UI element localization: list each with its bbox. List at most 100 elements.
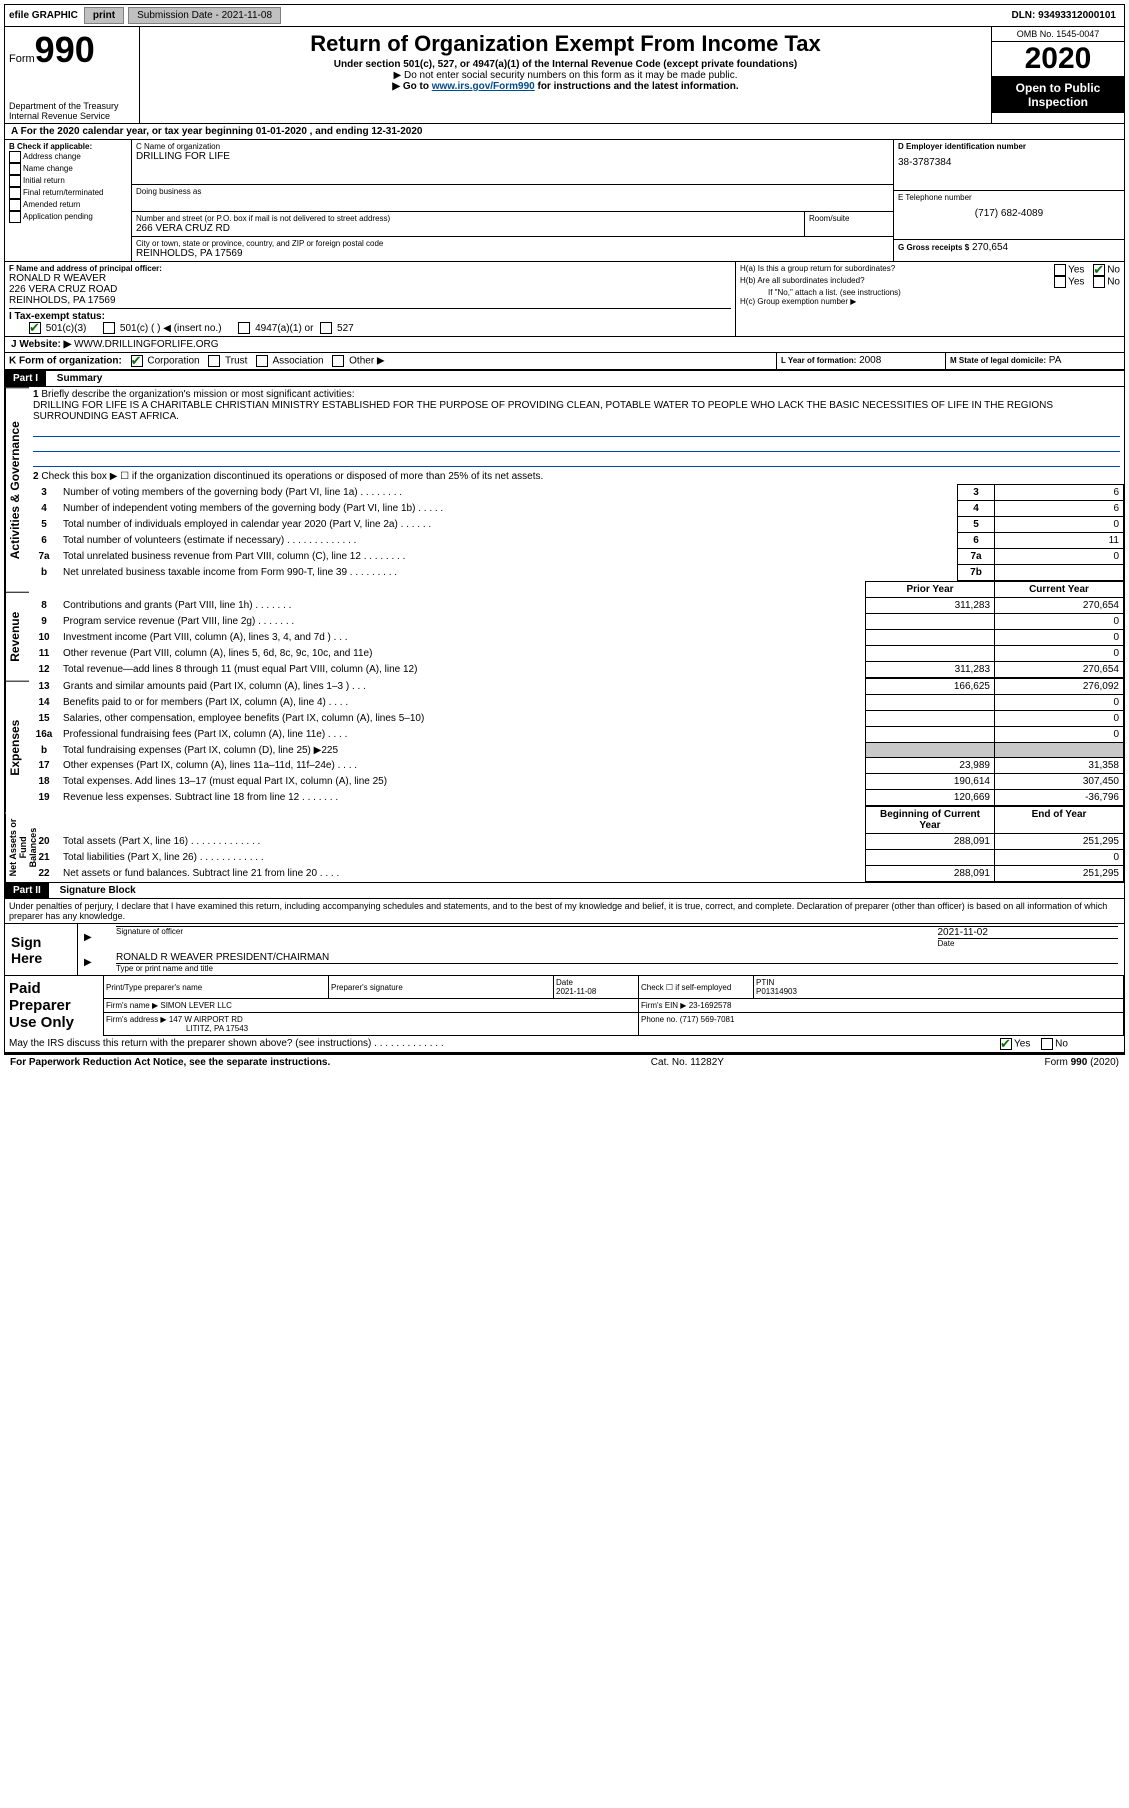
chk-ha-yes[interactable] (1054, 264, 1066, 276)
chk-corp[interactable] (131, 355, 143, 367)
print-button[interactable]: print (84, 7, 124, 24)
chk-4947[interactable] (238, 322, 250, 334)
sign-here-table: Sign Here ▶ Signature of officer 2021-11… (5, 924, 1124, 975)
chk-final-return[interactable] (9, 187, 21, 199)
phone-label: Phone no. (641, 1015, 677, 1024)
q1-block: 1 Briefly describe the organization's mi… (29, 387, 1124, 469)
row-label: Salaries, other compensation, employee b… (59, 711, 866, 727)
row-val: 0 (995, 517, 1124, 533)
firm-ein-value: 23-1692578 (689, 1001, 732, 1010)
table-row: 19 Revenue less expenses. Subtract line … (29, 790, 1124, 806)
row-num: 14 (29, 695, 59, 711)
box-i: I Tax-exempt status: 501(c)(3) 501(c) ( … (9, 308, 731, 334)
officer-name-title: RONALD R WEAVER PRESIDENT/CHAIRMAN (116, 952, 1118, 963)
chk-501c3[interactable] (29, 322, 41, 334)
hb-label: H(b) Are all subordinates included? (740, 276, 1010, 288)
tax-year: 2020 (992, 41, 1124, 77)
declaration: Under penalties of perjury, I declare th… (5, 899, 1124, 924)
row-current: 0 (995, 695, 1124, 711)
ptin-label: PTIN (756, 978, 1121, 987)
firm-addr2: LITITZ, PA 17543 (186, 1024, 248, 1033)
lbl-other: Other ▶ (349, 356, 384, 367)
form-title: Return of Organization Exempt From Incom… (146, 31, 985, 57)
discuss-label: May the IRS discuss this return with the… (9, 1038, 1000, 1050)
prep-phone-value: (717) 569-7081 (680, 1015, 735, 1024)
website-value: WWW.DRILLINGFORLIFE.ORG (74, 339, 218, 350)
row-current: -36,796 (995, 790, 1124, 806)
chk-assoc[interactable] (256, 355, 268, 367)
mission-text: DRILLING FOR LIFE IS A CHARITABLE CHRIST… (33, 400, 1120, 422)
row-num: 22 (29, 866, 59, 882)
lbl-address-change: Address change (23, 152, 81, 161)
col-beg: Beginning of Current Year (866, 807, 995, 834)
col-end: End of Year (995, 807, 1124, 834)
chk-527[interactable] (320, 322, 332, 334)
note2-post: for instructions and the latest informat… (535, 81, 739, 92)
chk-app-pending[interactable] (9, 211, 21, 223)
col-prior: Prior Year (866, 582, 995, 598)
f-label: F Name and address of principal officer: (9, 264, 731, 273)
form-container: efile GRAPHIC print Submission Date - 20… (4, 4, 1125, 1054)
row-current: 270,654 (995, 662, 1124, 678)
table-row: 17 Other expenses (Part IX, column (A), … (29, 758, 1124, 774)
chk-initial-return[interactable] (9, 175, 21, 187)
lbl-discuss-yes: Yes (1014, 1039, 1030, 1050)
chk-address-change[interactable] (9, 151, 21, 163)
header-left: Form990 Department of the Treasury Inter… (5, 27, 140, 123)
chk-amended[interactable] (9, 199, 21, 211)
row-val: 0 (995, 549, 1124, 565)
city-label: City or town, state or province, country… (136, 239, 889, 248)
chk-discuss-yes[interactable] (1000, 1038, 1012, 1050)
box-c: C Name of organization DRILLING FOR LIFE… (132, 140, 894, 261)
lbl-amended: Amended return (23, 200, 80, 209)
chk-name-change[interactable] (9, 163, 21, 175)
officer-addr1: 226 VERA CRUZ ROAD (9, 284, 731, 295)
chk-trust[interactable] (208, 355, 220, 367)
hb-note: If "No," attach a list. (see instruction… (768, 288, 1120, 297)
table-row: 7a Total unrelated business revenue from… (29, 549, 1124, 565)
line-a-text: For the 2020 calendar year, or tax year … (21, 126, 423, 137)
prep-sig-label: Preparer's signature (329, 976, 554, 999)
row-label: Total revenue—add lines 8 through 11 (mu… (59, 662, 866, 678)
table-row: 3 Number of voting members of the govern… (29, 485, 1124, 501)
g-label: G Gross receipts $ (898, 243, 969, 252)
row-prior: 190,614 (866, 774, 995, 790)
chk-discuss-no[interactable] (1041, 1038, 1053, 1050)
discuss-row: May the IRS discuss this return with the… (5, 1036, 1124, 1053)
type-name-label: Type or print name and title (116, 963, 1118, 973)
vlabel-expenses: Expenses (5, 681, 29, 813)
row-end: 0 (995, 850, 1124, 866)
chk-hb-yes[interactable] (1054, 276, 1066, 288)
ha-label: H(a) Is this a group return for subordin… (740, 264, 1010, 276)
row-current: 31,358 (995, 758, 1124, 774)
row-box: 5 (958, 517, 995, 533)
lbl-ha-yes: Yes (1068, 265, 1084, 276)
row-prior (866, 711, 995, 727)
row-prior (866, 743, 995, 758)
row-box: 4 (958, 501, 995, 517)
row-prior (866, 614, 995, 630)
form990-link[interactable]: www.irs.gov/Form990 (432, 81, 535, 92)
chk-ha-no[interactable] (1093, 264, 1105, 276)
box-h: H(a) Is this a group return for subordin… (736, 262, 1124, 336)
row-label: Total number of individuals employed in … (59, 517, 958, 533)
firm-name-value: SIMON LEVER LLC (160, 1001, 232, 1010)
chk-501c[interactable] (103, 322, 115, 334)
row-prior: 23,989 (866, 758, 995, 774)
sig-date-label: Date (938, 938, 1118, 948)
irs-label: Internal Revenue Service (9, 111, 135, 121)
dln-label: DLN: 93493312000101 (1003, 8, 1124, 23)
row-prior (866, 695, 995, 711)
org-city: REINHOLDS, PA 17569 (136, 248, 889, 259)
ptin-value: P01314903 (756, 987, 1121, 996)
chk-hb-no[interactable] (1093, 276, 1105, 288)
row-beg: 288,091 (866, 834, 995, 850)
vlabel-activities: Activities & Governance (5, 387, 29, 592)
row-val: 6 (995, 501, 1124, 517)
lbl-trust: Trust (225, 356, 247, 367)
part1-header-row: Part I Summary (5, 370, 1124, 387)
row-current: 0 (995, 711, 1124, 727)
q2-label: Check this box ▶ ☐ if the organization d… (41, 471, 543, 482)
chk-other[interactable] (332, 355, 344, 367)
row-val (995, 565, 1124, 581)
